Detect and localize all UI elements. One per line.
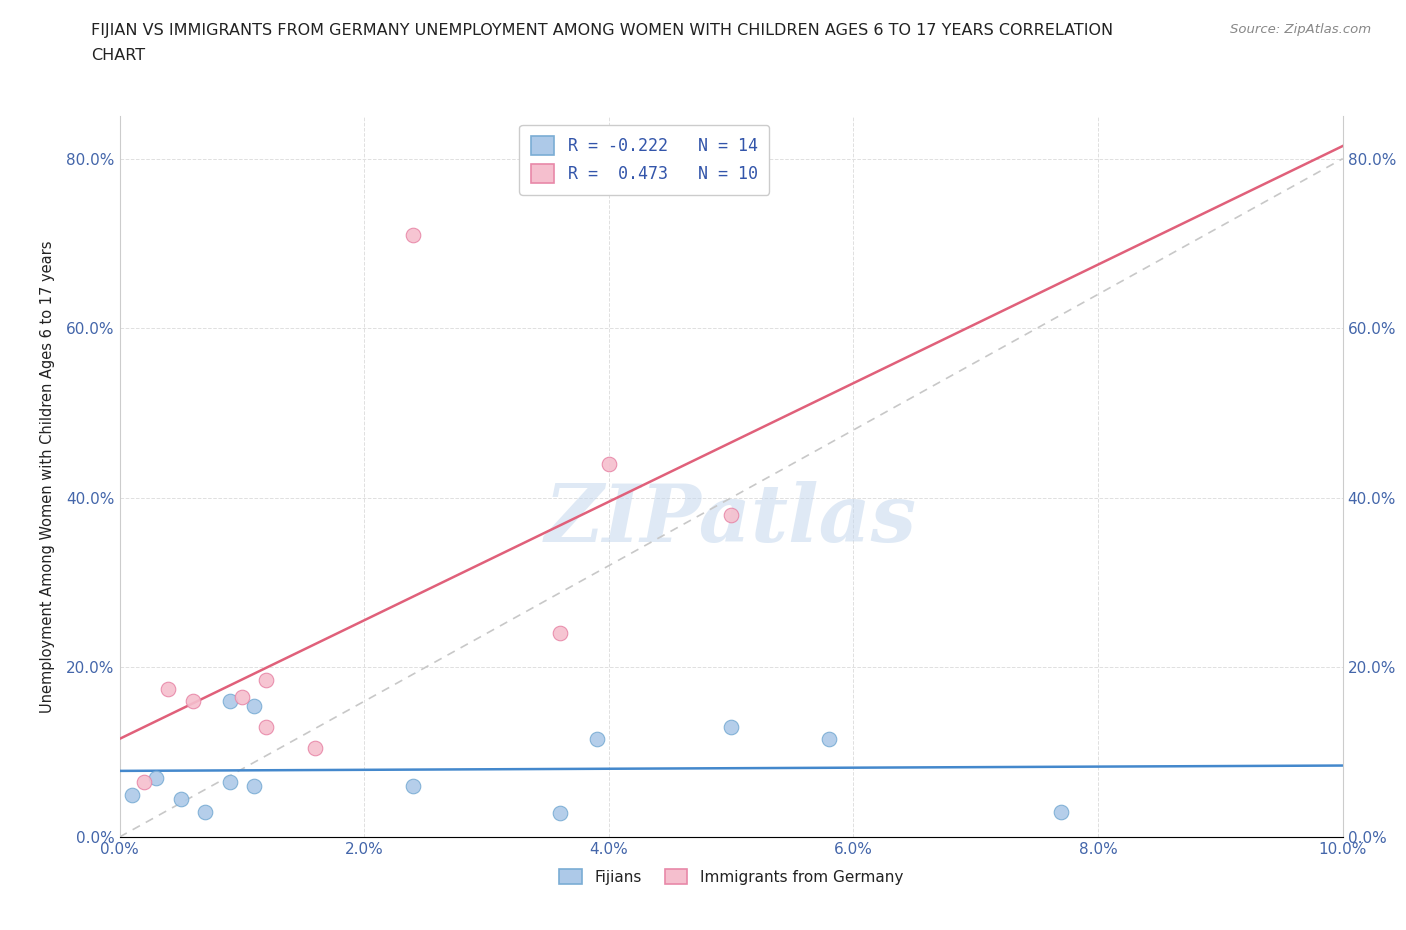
Text: FIJIAN VS IMMIGRANTS FROM GERMANY UNEMPLOYMENT AMONG WOMEN WITH CHILDREN AGES 6 : FIJIAN VS IMMIGRANTS FROM GERMANY UNEMPL… [91,23,1114,38]
Point [720,719,742,734]
Point [254,719,277,734]
Point [548,805,571,820]
Legend: Fijians, Immigrants from Germany: Fijians, Immigrants from Germany [553,862,910,891]
Point [598,457,620,472]
Point [585,732,607,747]
Point [720,508,742,523]
Point [231,690,253,705]
Point [402,228,425,243]
Point [243,698,266,713]
Point [169,791,191,806]
Point [194,804,217,819]
Point [548,626,571,641]
Point [121,787,143,802]
Point [181,694,204,709]
Point [818,732,841,747]
Point [218,775,240,790]
Point [402,778,425,793]
Point [254,672,277,687]
Point [145,770,167,785]
Text: ZIPatlas: ZIPatlas [546,481,917,559]
Point [1050,804,1073,819]
Text: Source: ZipAtlas.com: Source: ZipAtlas.com [1230,23,1371,36]
Point [304,740,326,755]
Point [157,681,180,696]
Y-axis label: Unemployment Among Women with Children Ages 6 to 17 years: Unemployment Among Women with Children A… [39,240,55,713]
Point [243,778,266,793]
Point [132,775,155,790]
Text: CHART: CHART [91,48,145,63]
Point [218,694,240,709]
